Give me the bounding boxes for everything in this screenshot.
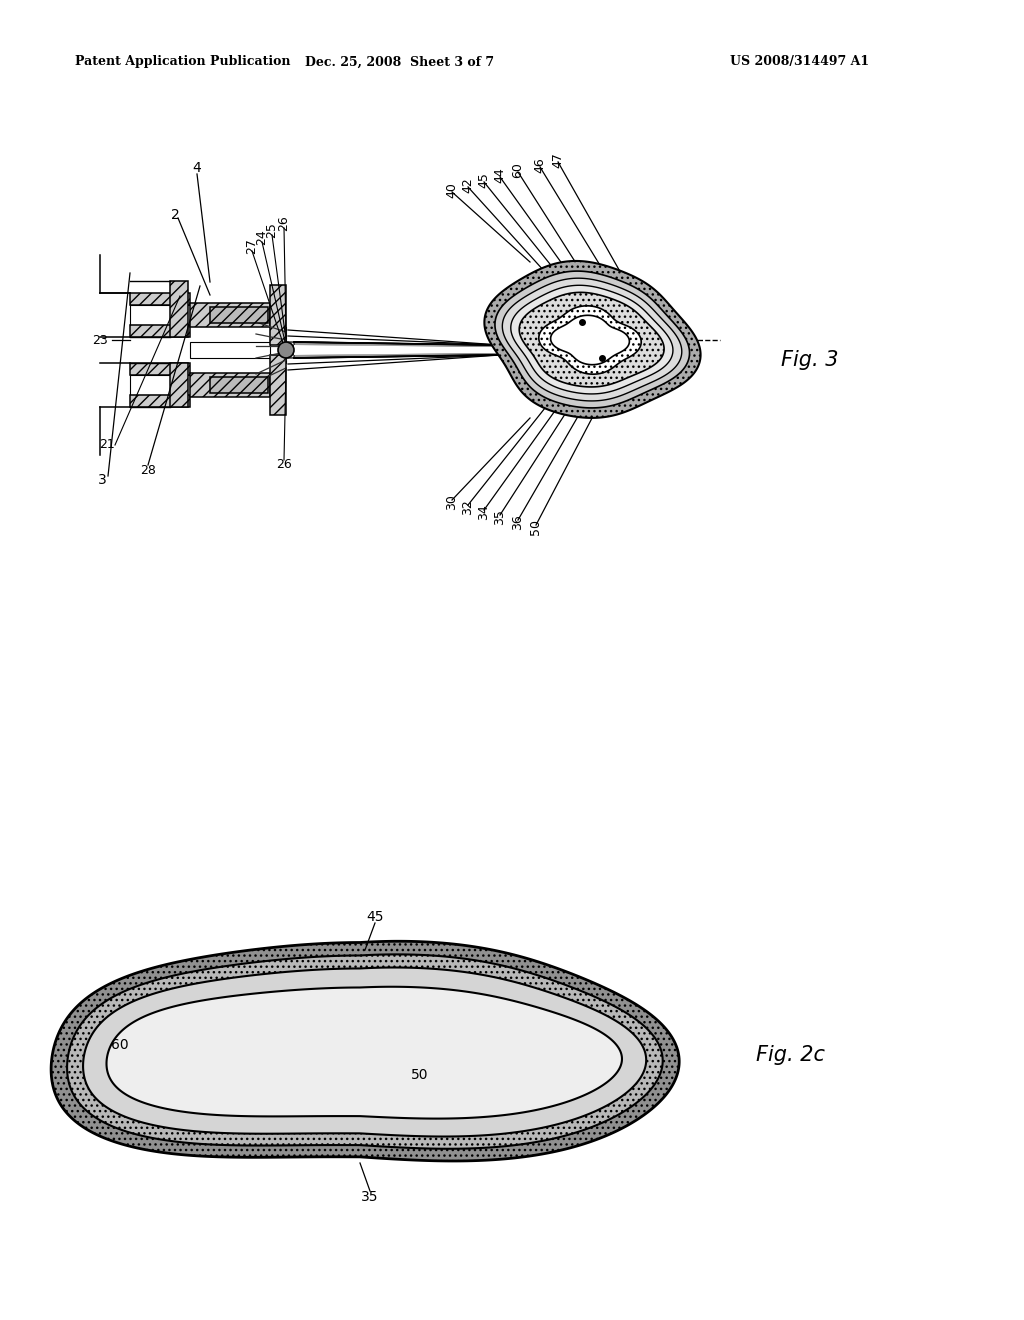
Text: 32: 32 <box>462 499 474 515</box>
Text: 60: 60 <box>512 162 524 178</box>
Text: 50: 50 <box>529 519 543 535</box>
Bar <box>130 305 190 325</box>
Bar <box>190 374 270 397</box>
Bar <box>190 327 270 363</box>
Text: 60: 60 <box>112 1038 129 1052</box>
Polygon shape <box>495 271 689 408</box>
Text: 24: 24 <box>256 230 268 246</box>
Polygon shape <box>503 279 682 401</box>
Text: 23: 23 <box>92 334 108 346</box>
Polygon shape <box>68 954 663 1148</box>
Text: Fig. 3: Fig. 3 <box>781 350 839 370</box>
Text: 21: 21 <box>99 438 115 451</box>
Bar <box>130 363 190 375</box>
Polygon shape <box>484 261 700 418</box>
Circle shape <box>278 342 294 358</box>
Text: 35: 35 <box>361 1191 379 1204</box>
Text: 34: 34 <box>477 504 490 520</box>
Polygon shape <box>51 941 679 1162</box>
Text: US 2008/314497 A1: US 2008/314497 A1 <box>730 55 869 69</box>
Polygon shape <box>511 285 673 393</box>
Text: 27: 27 <box>246 238 258 253</box>
Bar <box>170 363 188 407</box>
Bar <box>270 355 286 414</box>
Bar <box>190 342 285 358</box>
Bar <box>130 375 190 395</box>
Polygon shape <box>519 292 665 387</box>
Bar <box>170 281 188 337</box>
Polygon shape <box>83 968 646 1137</box>
Text: 26: 26 <box>276 458 292 471</box>
Text: 25: 25 <box>265 222 279 238</box>
Bar <box>270 285 286 345</box>
Text: 45: 45 <box>367 909 384 924</box>
Polygon shape <box>551 315 630 364</box>
Text: 35: 35 <box>494 510 507 525</box>
Bar <box>271 285 285 414</box>
Text: 36: 36 <box>512 513 524 529</box>
Text: 50: 50 <box>412 1068 429 1082</box>
Bar <box>270 327 286 363</box>
Text: 44: 44 <box>494 168 507 183</box>
Bar <box>130 395 190 407</box>
Text: 40: 40 <box>445 182 459 198</box>
Polygon shape <box>106 987 622 1118</box>
Text: 42: 42 <box>462 177 474 193</box>
Bar <box>190 304 270 327</box>
Bar <box>130 293 190 305</box>
Text: 30: 30 <box>445 494 459 510</box>
Polygon shape <box>294 342 500 358</box>
Text: 45: 45 <box>477 172 490 187</box>
Text: 47: 47 <box>552 152 564 168</box>
Bar <box>210 378 268 393</box>
Bar <box>210 308 268 323</box>
Text: 46: 46 <box>534 157 547 173</box>
Text: Patent Application Publication: Patent Application Publication <box>75 55 291 69</box>
Text: 3: 3 <box>97 473 106 487</box>
Bar <box>130 325 190 337</box>
Text: 26: 26 <box>278 215 291 231</box>
Polygon shape <box>539 306 641 374</box>
Text: 4: 4 <box>193 161 202 176</box>
Text: Fig. 2c: Fig. 2c <box>756 1045 824 1065</box>
Polygon shape <box>294 345 500 355</box>
Text: 2: 2 <box>171 209 179 222</box>
Text: 28: 28 <box>140 463 156 477</box>
Text: Dec. 25, 2008  Sheet 3 of 7: Dec. 25, 2008 Sheet 3 of 7 <box>305 55 495 69</box>
